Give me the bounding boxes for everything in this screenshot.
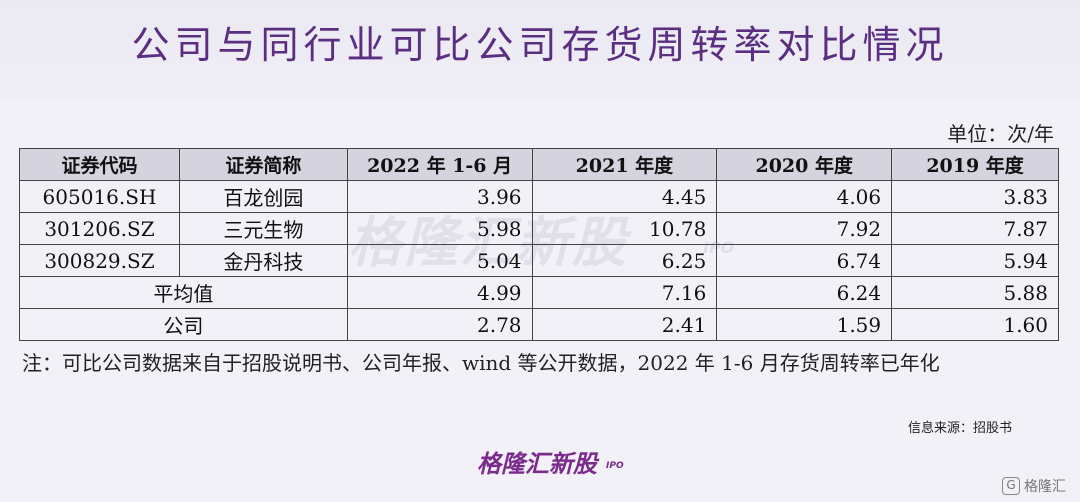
cell-value: 7.92: [716, 212, 893, 245]
brand-logo-text: 格隆汇新股: [477, 450, 597, 478]
header-name: 证券简称: [178, 148, 348, 181]
cell-value: 1.59: [716, 308, 893, 341]
table-summary-row: 公司 2.78 2.41 1.59 1.60: [19, 308, 1059, 341]
header-2022h1: 2022 年 1-6 月: [346, 148, 533, 181]
cell-value: 2.41: [531, 308, 718, 341]
unit-label: 单位：次/年: [947, 122, 1054, 146]
cell-value: 10.78: [531, 212, 718, 245]
source-label: 信息来源：招股书: [907, 421, 1012, 436]
cell-value: 6.74: [716, 244, 893, 277]
cell-value: 1.60: [891, 308, 1059, 341]
title-band: [0, 0, 1080, 100]
cell-value: 3.83: [891, 180, 1059, 213]
cell-code: 301206.SZ: [19, 212, 180, 245]
cell-value: 4.06: [716, 180, 893, 213]
cell-value: 4.45: [531, 180, 718, 213]
cell-name: 金丹科技: [178, 244, 348, 277]
header-2020: 2020 年度: [716, 148, 893, 181]
cell-value: 6.25: [531, 244, 718, 277]
cell-summary-label: 平均值: [19, 276, 348, 309]
cell-value: 3.96: [346, 180, 533, 213]
cell-value: 5.04: [346, 244, 533, 277]
page-title: 公司与同行业可比公司存货周转率对比情况: [131, 23, 949, 67]
corner-brand: G 格隆汇: [1002, 476, 1066, 496]
table-header-row: 证券代码 证券简称 2022 年 1-6 月 2021 年度 2020 年度 2…: [19, 148, 1059, 181]
table-summary-row: 平均值 4.99 7.16 6.24 5.88: [19, 276, 1059, 309]
cell-code: 605016.SH: [19, 180, 180, 213]
cell-name: 百龙创园: [178, 180, 348, 213]
header-2019: 2019 年度: [891, 148, 1059, 181]
cell-value: 6.24: [716, 276, 893, 309]
header-code: 证券代码: [19, 148, 180, 181]
turnover-table: 证券代码 证券简称 2022 年 1-6 月 2021 年度 2020 年度 2…: [19, 148, 1059, 341]
table-row: 301206.SZ 三元生物 5.98 10.78 7.92 7.87: [19, 212, 1059, 245]
cell-code: 300829.SZ: [19, 244, 180, 277]
cell-value: 2.78: [346, 308, 533, 341]
footnote: 注：可比公司数据来自于招股说明书、公司年报、wind 等公开数据，2022 年 …: [22, 351, 940, 375]
cell-summary-label: 公司: [19, 308, 348, 341]
cell-value: 5.94: [891, 244, 1059, 277]
cell-name: 三元生物: [178, 212, 348, 245]
table-row: 605016.SH 百龙创园 3.96 4.45 4.06 3.83: [19, 180, 1059, 213]
corner-brand-text: 格隆汇: [1024, 479, 1066, 495]
cell-value: 5.98: [346, 212, 533, 245]
brand-g-icon: G: [1002, 477, 1020, 495]
cell-value: 4.99: [346, 276, 533, 309]
table-row: 300829.SZ 金丹科技 5.04 6.25 6.74 5.94: [19, 244, 1059, 277]
header-2021: 2021 年度: [531, 148, 718, 181]
cell-value: 7.16: [531, 276, 718, 309]
cell-value: 5.88: [891, 276, 1059, 309]
cell-value: 7.87: [891, 212, 1059, 245]
brand-logo-ipo: IPO: [606, 461, 624, 471]
